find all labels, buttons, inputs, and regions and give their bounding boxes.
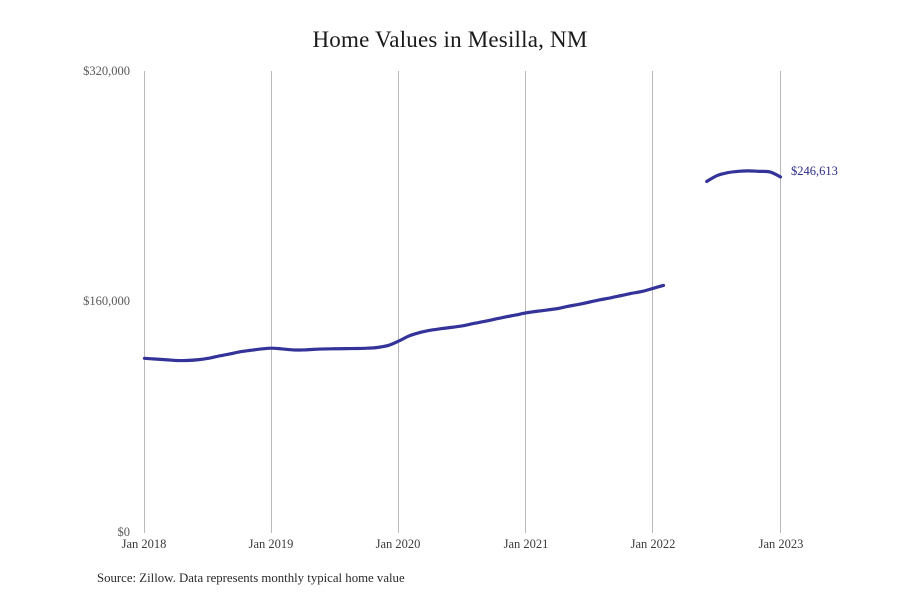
x-tick-label-jan-2023: Jan 2023 xyxy=(758,537,804,551)
y-tick-label-320000: $320,000 xyxy=(83,64,130,78)
x-tick-label-jan-2022: Jan 2022 xyxy=(630,537,676,551)
chart-title: Home Values in Mesilla, NM xyxy=(312,27,588,52)
x-tick-label-jan-2018: Jan 2018 xyxy=(121,537,167,551)
line-segment-recent xyxy=(705,169,783,184)
latest-value-label: $246,613 xyxy=(791,164,838,178)
y-tick-label-160000: $160,000 xyxy=(83,294,130,308)
line-segment-historical xyxy=(142,283,666,363)
x-tick-label-jan-2020: Jan 2020 xyxy=(375,537,421,551)
x-tick-label-jan-2021: Jan 2021 xyxy=(503,537,549,551)
x-tick-label-jan-2019: Jan 2019 xyxy=(248,537,294,551)
gridlines xyxy=(144,71,781,533)
y-tick-label-0: $0 xyxy=(117,525,131,539)
series-typical-home-value xyxy=(142,169,783,363)
source-note: Source: Zillow. Data represents monthly … xyxy=(97,571,405,585)
